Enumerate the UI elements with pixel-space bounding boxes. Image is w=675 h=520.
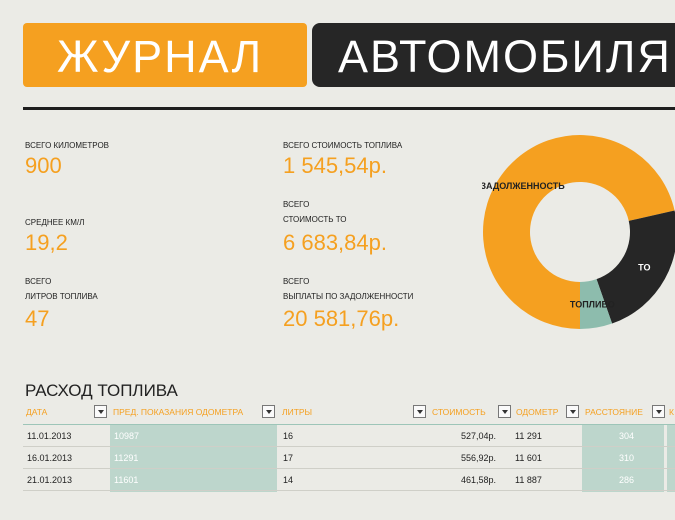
km-label: ВСЕГО КИЛОМЕТРОВ: [25, 141, 109, 150]
header-date: ДАТА: [26, 407, 48, 417]
next-column: [667, 425, 675, 492]
filter-odometer-dropdown[interactable]: [566, 405, 579, 418]
header-liters: ЛИТРЫ: [282, 407, 313, 417]
fuelcost-value: 1 545,54р.: [283, 153, 387, 178]
liters-label-2: ЛИТРОВ ТОПЛИВА: [25, 292, 98, 301]
row-1-distance[interactable]: 304: [618, 431, 634, 441]
liters-value: 47: [25, 306, 50, 331]
row-2-prev-odometer[interactable]: 11291: [114, 453, 139, 463]
header-odometer: ОДОМЕТР: [516, 407, 559, 417]
debt-label-2: ВЫПЛАТЫ ПО ЗАДОЛЖЕННОСТИ: [283, 292, 414, 301]
filter-cost-dropdown[interactable]: [498, 405, 511, 418]
filter-distance-dropdown[interactable]: [652, 405, 665, 418]
label-fuel: ТОПЛИВО: [570, 299, 615, 309]
to-label-2: СТОИМОСТЬ ТО: [283, 215, 347, 224]
debt-label-1: ВСЕГО: [283, 277, 310, 286]
label-debt: ЗАДОЛЖЕННОСТЬ: [482, 181, 565, 191]
title-part-2: АВТОМОБИЛЯ: [312, 23, 675, 87]
row-2-cost[interactable]: 556,92р.: [460, 453, 496, 463]
fuel-section-title: РАСХОД ТОПЛИВА: [25, 381, 178, 400]
table-header-line: [23, 424, 675, 425]
row-2-date[interactable]: 16.01.2013: [27, 453, 73, 463]
slice-maintenance: [596, 210, 675, 324]
header-distance: РАССТОЯНИЕ: [585, 407, 643, 417]
filter-date-dropdown[interactable]: [94, 405, 107, 418]
km-value: 900: [25, 153, 62, 178]
row-1-date[interactable]: 11.01.2013: [27, 431, 72, 441]
row-2-liters[interactable]: 17: [283, 453, 294, 463]
title-divider: [23, 107, 675, 110]
row-3-liters[interactable]: 14: [283, 475, 294, 485]
row-1-liters[interactable]: 16: [283, 431, 294, 441]
row-divider: [23, 490, 675, 491]
prev-odometer-column: [110, 425, 277, 492]
slice-debt: [483, 135, 675, 329]
title-part-1: ЖУРНАЛ: [23, 23, 307, 87]
row-divider: [23, 468, 675, 469]
row-1-odometer[interactable]: 11 291: [515, 431, 542, 441]
row-3-distance[interactable]: 286: [618, 475, 634, 485]
liters-label-1: ВСЕГО: [25, 277, 52, 286]
slice-fuel: [580, 279, 613, 329]
row-1-cost[interactable]: 527,04р.: [460, 431, 496, 441]
row-3-odometer[interactable]: 11 887: [515, 475, 542, 485]
debt-value: 20 581,76р.: [283, 306, 400, 331]
header-next-column: К: [669, 407, 674, 417]
row-divider: [23, 446, 675, 447]
row-3-cost[interactable]: 461,58р.: [460, 475, 496, 485]
fuelcost-label: ВСЕГО СТОИМОСТЬ ТОПЛИВА: [283, 141, 403, 150]
expense-donut-chart: ЗАДОЛЖЕННОСТЬ ТО ТОПЛИВО: [482, 135, 675, 329]
to-value: 6 683,84р.: [283, 230, 387, 255]
row-1-prev-odometer[interactable]: 10987: [114, 431, 140, 441]
label-maintenance: ТО: [638, 263, 650, 273]
row-2-distance[interactable]: 310: [618, 453, 634, 463]
row-3-prev-odometer[interactable]: 11601: [114, 475, 139, 485]
avg-value: 19,2: [25, 230, 68, 255]
filter-prev-odometer-dropdown[interactable]: [262, 405, 275, 418]
filter-liters-dropdown[interactable]: [413, 405, 426, 418]
avg-label: СРЕДНЕЕ КМ/Л: [25, 218, 85, 227]
to-label-1: ВСЕГО: [283, 200, 310, 209]
header-cost: СТОИМОСТЬ: [432, 407, 486, 417]
header-prev-odometer: ПРЕД. ПОКАЗАНИЯ ОДОМЕТРА: [113, 407, 244, 417]
distance-column: [582, 425, 664, 492]
row-3-date[interactable]: 21.01.2013: [27, 475, 73, 485]
row-2-odometer[interactable]: 11 601: [515, 453, 542, 463]
